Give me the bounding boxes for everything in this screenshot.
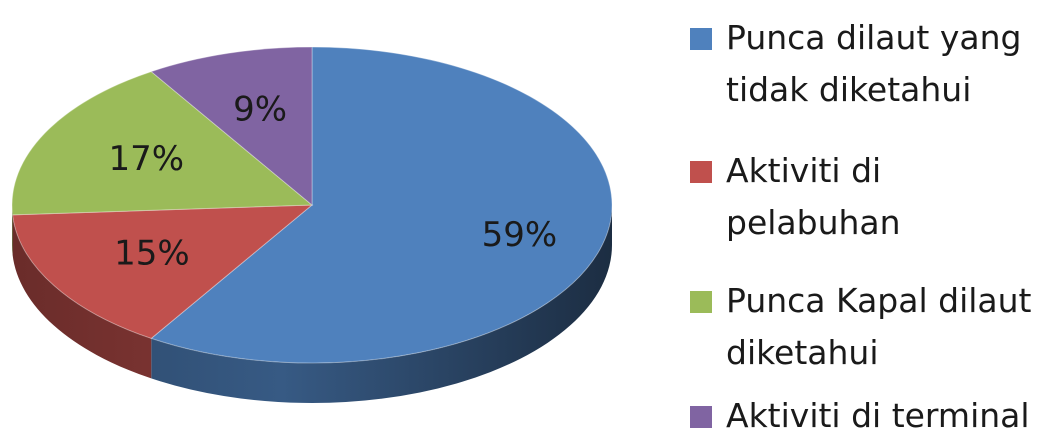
legend-label: Aktiviti di terminal (726, 396, 1030, 435)
legend-swatch (690, 28, 712, 50)
legend-item: Punca dilaut yang tidak diketahui (690, 12, 1056, 116)
legend: Punca dilaut yang tidak diketahui Aktivit… (690, 0, 1062, 437)
legend-swatch (690, 291, 712, 313)
pie-slice-0 (150, 46, 613, 364)
legend-item: Aktiviti di pelabuhan (690, 145, 1056, 249)
pie-chart: 59% 15% 17% 9% (11, 46, 613, 403)
pie-slice-2 (11, 71, 314, 216)
pie-slice-side-2 (12, 205, 13, 255)
data-label-2: 17% (108, 139, 184, 179)
legend-item: Aktiviti di terminal (690, 390, 1056, 442)
data-label-1: 15% (114, 233, 190, 273)
pie-slice-1 (12, 204, 314, 339)
data-label-0: 59% (482, 215, 558, 255)
legend-item: Punca Kapal dilaut diketahui (690, 275, 1056, 379)
pie-slice-side-0 (151, 205, 613, 403)
legend-swatch (690, 161, 712, 183)
legend-label: Aktiviti di pelabuhan (726, 151, 901, 242)
legend-swatch (690, 406, 712, 428)
legend-label: Punca Kapal dilaut diketahui (726, 281, 1032, 372)
legend-label: Punca dilaut yang tidak diketahui (726, 18, 1022, 109)
pie-slice-3 (150, 46, 313, 207)
data-label-3: 9% (233, 89, 287, 129)
pie-slice-side-1 (12, 214, 152, 379)
